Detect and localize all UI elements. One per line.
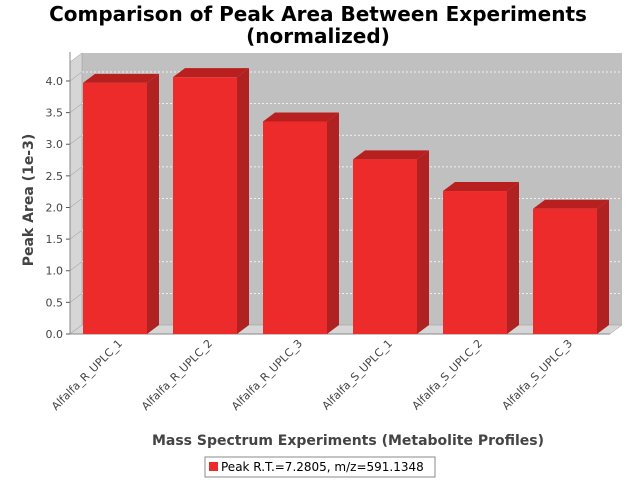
chart-subtitle: (normalized) xyxy=(246,24,390,48)
y-axis-title: Peak Area (1e-3) xyxy=(21,134,37,267)
y-tick-label: 0.0 xyxy=(46,328,64,341)
gridline-connector xyxy=(69,229,83,240)
bar-side xyxy=(147,73,159,334)
bar-side xyxy=(417,150,429,334)
y-tick-label: 1.5 xyxy=(46,233,64,246)
gridline-connector xyxy=(69,71,83,82)
bar-side xyxy=(327,112,339,334)
bar-side xyxy=(237,68,249,334)
bar-top xyxy=(443,182,519,192)
bar xyxy=(83,82,147,334)
bar-side xyxy=(597,199,609,334)
gridline-connector xyxy=(69,198,83,208)
y-tick-label: 1.0 xyxy=(46,265,64,278)
gridline-connector xyxy=(69,103,83,113)
bar-top xyxy=(263,112,339,122)
y-tick-label: 2.5 xyxy=(46,170,64,183)
y-tick-label: 0.5 xyxy=(46,296,64,309)
gridline-connector xyxy=(69,261,83,271)
y-tick-label: 3.0 xyxy=(46,138,64,151)
y-tick-label: 2.0 xyxy=(46,201,64,214)
bar-side xyxy=(507,182,519,334)
x-tick-label: Alfalfa_S_UPLC_1 xyxy=(320,337,396,413)
legend-box xyxy=(204,456,436,478)
legend-swatch xyxy=(209,462,218,471)
gridline-connector xyxy=(69,293,83,303)
bar xyxy=(533,208,597,334)
x-tick-label: Alfalfa_S_UPLC_2 xyxy=(410,337,486,413)
bar-top xyxy=(353,150,429,160)
legend-label: Peak R.T.=7.2805, m/z=591.1348 xyxy=(221,460,424,474)
plot-left-wall xyxy=(69,52,83,335)
bar-top xyxy=(173,68,249,78)
x-tick-label: Alfalfa_R_UPLC_2 xyxy=(139,337,215,413)
bar xyxy=(443,191,507,334)
gridline-connector xyxy=(69,166,83,177)
x-tick-label: Alfalfa_S_UPLC_3 xyxy=(500,337,576,413)
bar-top xyxy=(83,73,159,83)
bar-top xyxy=(533,199,609,209)
plot-area: 0.0 0.5 1.0 1.5 2.0 2.5 3.0 3.5 4.0 Alfalfa_R_UPL… xyxy=(46,52,623,413)
legend: Peak R.T.=7.2805, m/z=591.1348 xyxy=(204,456,436,478)
bar xyxy=(353,159,417,334)
y-tick-label: 3.5 xyxy=(46,107,64,120)
x-axis-title: Mass Spectrum Experiments (Metabolite Pr… xyxy=(152,433,544,449)
x-tick-label: Alfalfa_R_UPLC_3 xyxy=(229,337,305,413)
bar xyxy=(173,77,237,334)
y-tick-label: 4.0 xyxy=(46,75,64,88)
chart-title: Comparison of Peak Area Between Experime… xyxy=(49,2,587,26)
gridline-connector xyxy=(69,134,83,145)
plot-back-wall xyxy=(82,53,622,325)
bar xyxy=(263,121,327,334)
x-tick-label: Alfalfa_R_UPLC_1 xyxy=(49,337,125,413)
